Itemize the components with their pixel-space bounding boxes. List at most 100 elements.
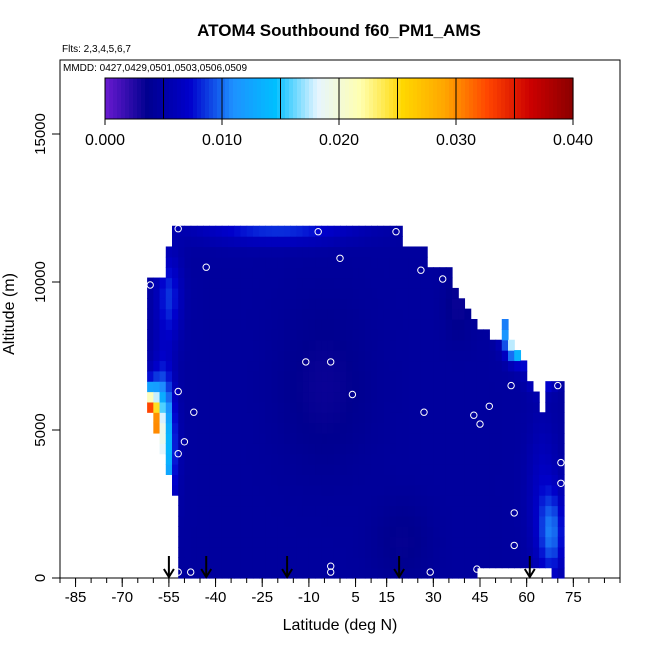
heatmap-cell xyxy=(383,443,391,455)
heatmap-cell xyxy=(240,277,248,289)
colorbar-swatch xyxy=(297,78,302,119)
heatmap-cell xyxy=(495,536,503,548)
colorbar-swatch xyxy=(525,78,530,119)
heatmap-cell xyxy=(483,515,490,527)
heatmap-cell xyxy=(196,422,204,434)
heatmap-cell xyxy=(414,412,422,424)
heatmap-cell xyxy=(184,474,192,486)
heatmap-cell xyxy=(551,401,559,413)
heatmap-cell xyxy=(315,391,322,403)
heatmap-cell xyxy=(452,432,459,444)
heatmap-cell xyxy=(402,267,410,279)
heatmap-cell xyxy=(184,557,192,569)
heatmap-cell xyxy=(240,453,248,465)
heatmap-cell xyxy=(246,546,254,558)
heatmap-cell xyxy=(209,225,217,237)
heatmap-cell xyxy=(364,350,372,362)
heatmap-cell xyxy=(215,422,223,434)
colorbar-swatch xyxy=(537,78,542,119)
heatmap-cell xyxy=(402,381,410,393)
heatmap-cell xyxy=(221,484,229,496)
heatmap-cell xyxy=(452,308,459,320)
heatmap-cell xyxy=(203,319,210,330)
heatmap-cell xyxy=(520,526,528,538)
heatmap-cell xyxy=(290,360,298,372)
heatmap-cell xyxy=(290,329,298,341)
heatmap-cell xyxy=(333,557,341,569)
heatmap-cell xyxy=(364,557,372,569)
heatmap-cell xyxy=(346,401,354,413)
heatmap-cell xyxy=(234,246,242,258)
heatmap-cell xyxy=(215,412,223,424)
heatmap-cell xyxy=(352,412,360,424)
heatmap-cell xyxy=(203,236,210,248)
heatmap-cell xyxy=(501,443,509,455)
heatmap-cell xyxy=(271,401,279,413)
heatmap-cell xyxy=(346,443,354,455)
heatmap-cell xyxy=(234,329,242,341)
heatmap-cell xyxy=(508,360,515,372)
heatmap-cell xyxy=(402,319,410,330)
colorbar-swatch xyxy=(125,78,130,119)
heatmap-cell xyxy=(532,391,540,403)
heatmap-cell xyxy=(433,422,441,434)
heatmap-cell xyxy=(389,546,397,558)
colorbar-swatch xyxy=(421,78,426,119)
heatmap-cell xyxy=(246,536,254,548)
heatmap-cell xyxy=(196,412,204,424)
heatmap-cell xyxy=(340,412,347,424)
heatmap-cell xyxy=(221,474,229,486)
sample-marker xyxy=(180,438,189,446)
heatmap-cell xyxy=(302,464,310,475)
heatmap-cell xyxy=(234,422,242,434)
heatmap-cell xyxy=(209,464,217,475)
heatmap-cell xyxy=(315,401,322,413)
heatmap-cell xyxy=(190,401,198,413)
heatmap-cell xyxy=(464,546,472,558)
heatmap-cell xyxy=(414,329,422,341)
heatmap-cell xyxy=(277,319,285,330)
heatmap-cell xyxy=(228,484,235,496)
heatmap-cell xyxy=(215,256,223,268)
heatmap-cell xyxy=(296,339,304,351)
heatmap-cell xyxy=(501,370,509,382)
heatmap-cell xyxy=(284,401,291,413)
heatmap-cell xyxy=(321,267,329,279)
heatmap-cell xyxy=(178,557,186,569)
profile-arrow xyxy=(393,556,405,579)
heatmap-cell xyxy=(383,515,391,527)
heatmap-cell xyxy=(352,546,360,558)
heatmap-cell xyxy=(234,474,242,486)
heatmap-cell xyxy=(327,484,335,496)
heatmap-cell xyxy=(153,277,161,289)
colorbar-swatch xyxy=(377,78,382,119)
heatmap-cell xyxy=(209,443,217,455)
heatmap-cell xyxy=(209,546,217,558)
heatmap-cell xyxy=(483,505,490,517)
heatmap-cell xyxy=(196,225,204,237)
heatmap-cell xyxy=(333,298,341,310)
heatmap-cell xyxy=(190,464,198,475)
heatmap-cell xyxy=(557,567,565,579)
heatmap-cell xyxy=(234,412,242,424)
heatmap-cell xyxy=(277,474,285,486)
x-tick-label: 75 xyxy=(565,589,582,606)
heatmap-cell xyxy=(514,360,522,372)
heatmap-cell xyxy=(495,474,503,486)
heatmap-cell xyxy=(234,505,242,517)
sample-marker xyxy=(420,408,428,416)
heatmap-cell xyxy=(377,505,385,517)
heatmap-cell xyxy=(346,526,354,538)
heatmap-cell xyxy=(414,443,422,455)
heatmap-cell xyxy=(427,329,434,341)
heatmap-cell xyxy=(383,474,391,486)
heatmap-cell xyxy=(172,339,179,351)
heatmap-cell xyxy=(551,432,559,444)
heatmap-cell xyxy=(427,339,434,351)
heatmap-cell xyxy=(259,360,266,372)
heatmap-cell xyxy=(383,329,391,341)
heatmap-cell xyxy=(396,443,403,455)
colorbar-swatch xyxy=(237,78,242,119)
heatmap-cell xyxy=(389,339,397,351)
heatmap-cell xyxy=(196,256,204,268)
